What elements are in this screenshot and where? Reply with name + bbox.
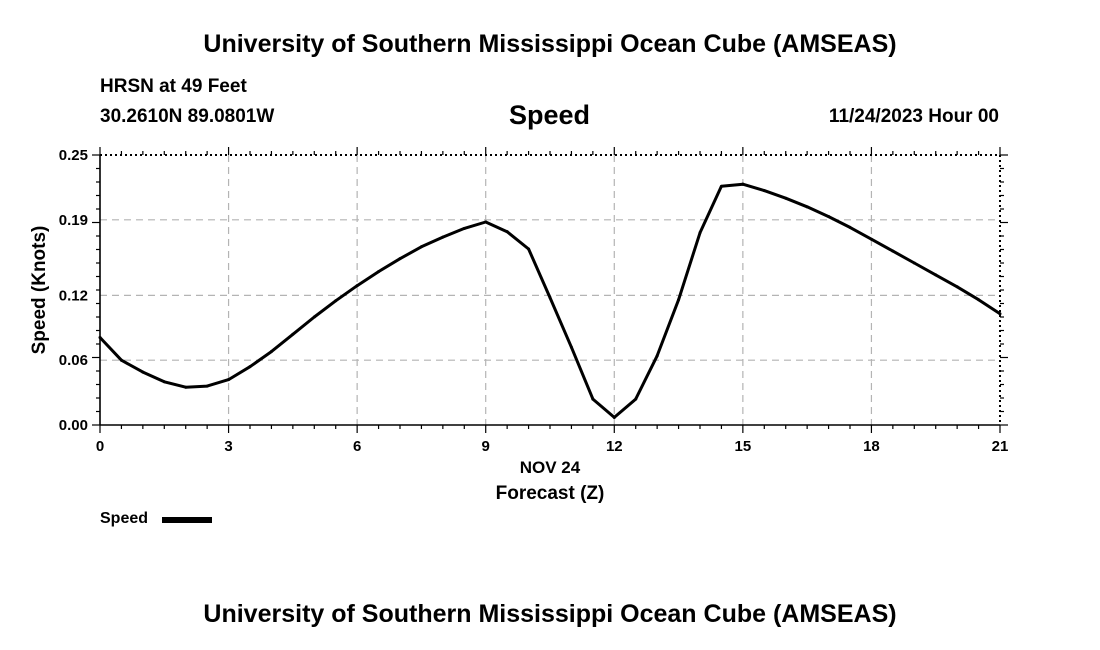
axis-ticks: 0 3 6 9 12 15 18 21 0.00 0.06 0.12 0.19 0.25 — [59, 147, 1009, 455]
grid — [100, 155, 1000, 425]
speed-data-point — [612, 415, 616, 419]
speed-data-point — [719, 184, 723, 188]
chart-title: University of Southern Mississippi Ocean… — [203, 30, 897, 58]
y-tick-label: 0.25 — [59, 147, 88, 164]
speed-data-point — [484, 220, 488, 224]
coordinates-label: 30.2610N 89.0801W — [100, 106, 275, 127]
x-tick-label: 15 — [735, 438, 752, 455]
speed-data-point — [912, 261, 916, 265]
speed-data-point — [334, 299, 338, 303]
speed-data-point — [398, 257, 402, 261]
station-label: HRSN at 49 Feet — [100, 76, 247, 97]
speed-data-point — [677, 298, 681, 302]
speed-data-point — [548, 296, 552, 300]
speed-data-point — [462, 226, 466, 230]
speed-data-point — [569, 345, 573, 349]
speed-data-point — [891, 249, 895, 253]
x-axis-date-label: NOV 24 — [519, 458, 581, 477]
speed-data-point — [419, 245, 423, 249]
speed-series-line — [98, 182, 1001, 419]
speed-data-point — [248, 365, 252, 369]
speed-data-point — [784, 196, 788, 200]
x-tick-label: 6 — [353, 438, 361, 455]
x-tick-label: 0 — [96, 438, 104, 455]
speed-data-point — [955, 285, 959, 289]
speed-data-point — [119, 358, 123, 362]
speed-data-point — [869, 237, 873, 241]
legend-label: Speed — [100, 510, 149, 527]
x-tick-label: 3 — [224, 438, 232, 455]
series-layer — [98, 182, 1002, 419]
variable-title: Speed — [509, 100, 591, 130]
speed-data-point — [441, 235, 445, 239]
speed-data-point — [741, 182, 745, 186]
plot-frame — [99, 154, 1001, 426]
y-tick-label: 0.06 — [59, 352, 88, 369]
speed-data-point — [827, 215, 831, 219]
speed-data-point — [527, 247, 531, 251]
speed-data-point — [505, 230, 509, 234]
speed-data-point — [227, 378, 231, 382]
x-tick-label: 18 — [863, 438, 880, 455]
speed-data-point — [269, 350, 273, 354]
speed-data-point — [655, 354, 659, 358]
speed-data-point — [848, 225, 852, 229]
speed-data-point — [205, 384, 209, 388]
speed-data-point — [634, 397, 638, 401]
x-axis-label: Forecast (Z) — [495, 483, 605, 504]
speed-data-point — [312, 315, 316, 319]
speed-data-point — [291, 332, 295, 336]
speed-data-point — [184, 385, 188, 389]
x-tick-label: 9 — [482, 438, 490, 455]
y-tick-label: 0.19 — [59, 212, 88, 229]
speed-data-point — [762, 189, 766, 193]
speed-data-point — [934, 273, 938, 277]
speed-data-point — [162, 380, 166, 384]
speed-data-point — [977, 298, 981, 302]
speed-data-point — [377, 270, 381, 274]
speed-data-point — [141, 370, 145, 374]
datetime-label: 11/24/2023 Hour 00 — [828, 106, 999, 127]
y-tick-label: 0.12 — [59, 287, 88, 304]
y-tick-label: 0.00 — [59, 417, 88, 434]
speed-data-point — [355, 284, 359, 288]
speed-data-point — [591, 397, 595, 401]
legend-line-swatch — [162, 517, 212, 523]
x-tick-label: 21 — [992, 438, 1009, 455]
speed-data-point — [698, 231, 702, 235]
footer-title: University of Southern Mississippi Ocean… — [203, 600, 897, 628]
x-tick-label: 12 — [606, 438, 623, 455]
y-axis-label: Speed (Knots) — [29, 226, 50, 355]
speed-data-point — [805, 205, 809, 209]
speed-data-point — [998, 312, 1002, 316]
speed-data-point — [98, 336, 102, 340]
